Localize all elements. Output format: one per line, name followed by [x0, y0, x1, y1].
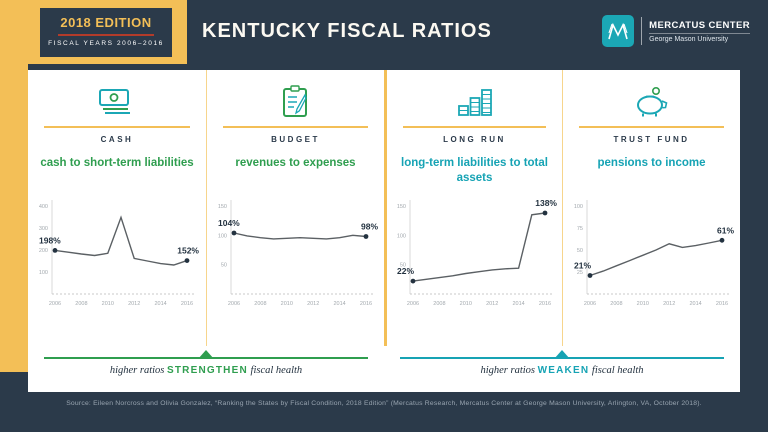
svg-text:2016: 2016 — [538, 301, 550, 307]
svg-text:98%: 98% — [360, 222, 377, 232]
weaken-post: fiscal health — [591, 365, 644, 376]
chart-panels: CASH cash to short-term liabilities 100 2… — [28, 70, 740, 346]
svg-text:2008: 2008 — [254, 301, 266, 307]
svg-text:2014: 2014 — [689, 301, 701, 307]
svg-text:100: 100 — [39, 270, 48, 276]
svg-text:2012: 2012 — [486, 301, 498, 307]
chart-title: revenues to expenses — [235, 157, 356, 169]
mercatus-logo: MERCATUS CENTER George Mason University — [602, 15, 750, 47]
svg-text:2016: 2016 — [181, 301, 193, 307]
svg-text:2006: 2006 — [583, 301, 595, 307]
long-run-chart: 50 100 150 2006 2008 2010 2012 2014 2016 22% 138% — [396, 198, 557, 307]
budget-chart: 50 100 150 2006 2008 2010 2012 2014 2016 104% 98% — [217, 200, 378, 307]
weaken-band: higher ratios WEAKEN fiscal health — [384, 350, 740, 390]
svg-text:22%: 22% — [397, 266, 414, 276]
svg-text:104%: 104% — [218, 218, 240, 228]
up-arrow-icon — [554, 350, 570, 359]
page-title: KENTUCKY FISCAL RATIOS — [202, 20, 492, 42]
panel-category: BUDGET — [271, 135, 320, 144]
svg-text:2016: 2016 — [359, 301, 371, 307]
svg-text:2014: 2014 — [154, 301, 166, 307]
svg-text:152%: 152% — [177, 246, 199, 256]
weaken-word: WEAKEN — [537, 365, 590, 376]
svg-text:2016: 2016 — [715, 301, 727, 307]
svg-text:300: 300 — [39, 226, 48, 232]
panel-category: LONG RUN — [443, 135, 506, 144]
budget-icon — [207, 82, 384, 122]
panel-category: CASH — [100, 135, 134, 144]
svg-text:50: 50 — [399, 263, 405, 269]
svg-text:100: 100 — [573, 204, 582, 210]
svg-text:200: 200 — [39, 248, 48, 254]
trust-fund-chart: 25 50 75 100 2006 2008 2010 2012 2014 2016 21% 61% — [573, 200, 734, 307]
strengthen-line — [44, 350, 368, 359]
panel-rule — [44, 126, 190, 128]
svg-text:150: 150 — [217, 204, 226, 210]
svg-text:198%: 198% — [39, 235, 61, 245]
content-card: CASH cash to short-term liabilities 100 2… — [28, 70, 740, 392]
svg-text:2014: 2014 — [333, 301, 345, 307]
header-bar: 2018 EDITION FISCAL YEARS 2006–2016 KENT… — [0, 0, 768, 64]
svg-text:2006: 2006 — [406, 301, 418, 307]
svg-text:138%: 138% — [535, 198, 557, 208]
cash-chart: 100 200 300 400 2006 2008 2010 2012 2014 2016 198%… — [39, 200, 199, 307]
long-run-icon — [387, 82, 562, 122]
chart-title: pensions to income — [597, 157, 706, 169]
svg-text:2010: 2010 — [102, 301, 114, 307]
svg-text:2008: 2008 — [75, 301, 87, 307]
weaken-pre: higher ratios — [480, 365, 535, 376]
up-arrow-icon — [198, 350, 214, 359]
svg-text:21%: 21% — [574, 261, 591, 271]
chart-title: long-term liabilities to total assets — [401, 157, 548, 184]
source-citation: Source: Eileen Norcross and Olivia Gonza… — [66, 400, 702, 407]
strengthen-band: higher ratios STRENGTHEN fiscal health — [28, 350, 384, 390]
svg-text:400: 400 — [39, 204, 48, 210]
legend-bands: higher ratios STRENGTHEN fiscal health h… — [28, 350, 740, 390]
svg-text:150: 150 — [396, 204, 405, 210]
svg-text:2010: 2010 — [459, 301, 471, 307]
trust-fund-icon — [563, 82, 740, 122]
chart-title: cash to short-term liabilities — [40, 157, 194, 169]
svg-text:2012: 2012 — [663, 301, 675, 307]
logo-name: MERCATUS CENTER — [649, 19, 750, 31]
strengthen-word: STRENGTHEN — [167, 365, 248, 376]
svg-text:2006: 2006 — [49, 301, 61, 307]
panel-long-run: LONG RUN long-term liabilities to total … — [384, 70, 562, 346]
svg-text:25: 25 — [576, 270, 582, 276]
svg-text:75: 75 — [576, 226, 582, 232]
fiscal-years-label: FISCAL YEARS 2006–2016 — [48, 40, 164, 47]
strengthen-post: fiscal health — [250, 365, 303, 376]
strengthen-text: higher ratios STRENGTHEN fiscal health — [44, 365, 368, 376]
panel-cash: CASH cash to short-term liabilities 100 2… — [28, 70, 206, 346]
svg-text:100: 100 — [396, 233, 405, 239]
logo-divider — [641, 17, 643, 45]
edition-divider — [58, 34, 154, 36]
svg-text:2010: 2010 — [280, 301, 292, 307]
panel-rule — [579, 126, 724, 128]
svg-text:50: 50 — [220, 263, 226, 269]
panel-category: TRUST FUND — [613, 135, 690, 144]
weaken-line — [400, 350, 724, 359]
mercatus-logo-icon — [602, 15, 635, 47]
logo-subname: George Mason University — [649, 32, 750, 43]
edition-label: 2018 EDITION — [60, 15, 152, 30]
svg-text:2012: 2012 — [307, 301, 319, 307]
svg-text:2014: 2014 — [512, 301, 524, 307]
panel-rule — [223, 126, 368, 128]
cash-icon — [28, 82, 206, 122]
svg-text:2006: 2006 — [227, 301, 239, 307]
svg-text:2012: 2012 — [128, 301, 140, 307]
panel-rule — [403, 126, 546, 128]
weaken-text: higher ratios WEAKEN fiscal health — [400, 365, 724, 376]
svg-text:61%: 61% — [716, 225, 733, 235]
svg-text:50: 50 — [576, 248, 582, 254]
svg-text:2008: 2008 — [610, 301, 622, 307]
svg-text:2008: 2008 — [433, 301, 445, 307]
panel-trust-fund: TRUST FUND pensions to income 25 50 75 100 2… — [562, 70, 740, 346]
panel-budget: BUDGET revenues to expenses 50 100 150 2006… — [206, 70, 384, 346]
svg-text:2010: 2010 — [636, 301, 648, 307]
svg-text:100: 100 — [217, 233, 226, 239]
strengthen-pre: higher ratios — [109, 365, 165, 376]
edition-badge: 2018 EDITION FISCAL YEARS 2006–2016 — [40, 8, 172, 57]
